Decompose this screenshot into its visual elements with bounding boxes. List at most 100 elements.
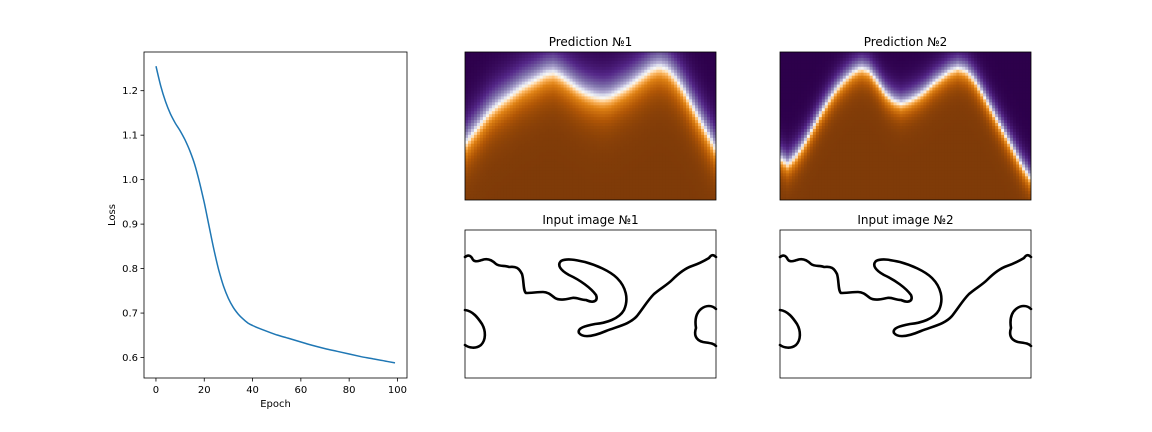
heatmap-cell	[788, 75, 793, 80]
heatmap-cell	[470, 143, 475, 148]
heatmap-cell	[701, 93, 705, 97]
heatmap-cell	[656, 81, 660, 86]
heatmap-cell	[782, 137, 787, 142]
heatmap-cell	[584, 60, 589, 65]
heatmap-cell	[512, 164, 517, 169]
heatmap-cell	[701, 146, 705, 151]
heatmap-cell	[626, 57, 630, 62]
heatmap-cell	[473, 137, 478, 142]
heatmap-cell	[503, 126, 508, 130]
heatmap-cell	[476, 182, 481, 186]
heatmap-cell	[653, 143, 657, 148]
heatmap-cell	[473, 185, 478, 189]
heatmap-cell	[491, 123, 496, 127]
heatmap-cell	[566, 131, 571, 136]
heatmap-cell	[614, 152, 618, 157]
heatmap-cell	[515, 108, 520, 112]
heatmap-cell	[785, 57, 790, 62]
heatmap-cell	[689, 52, 693, 56]
heatmap-cell	[620, 126, 624, 130]
heatmap-cell	[554, 111, 559, 115]
heatmap-cell	[686, 155, 690, 160]
heatmap-cell	[566, 140, 571, 145]
y-tick-label: 1.0	[122, 175, 138, 186]
heatmap-cell	[545, 191, 550, 195]
heatmap-cell	[509, 170, 514, 174]
heatmap-cell	[809, 131, 814, 136]
heatmap-cell	[533, 78, 538, 83]
heatmap-cell	[569, 128, 574, 133]
heatmap-cell	[470, 84, 475, 89]
heatmap-cell	[680, 188, 684, 192]
heatmap-cell	[680, 120, 684, 124]
heatmap-cell	[692, 75, 696, 80]
heatmap-cell	[563, 146, 568, 151]
heatmap-cell	[803, 93, 808, 97]
heatmap-cell	[572, 87, 577, 92]
heatmap-cell	[620, 75, 624, 80]
heatmap-cell	[506, 167, 511, 171]
heatmap-cell	[794, 170, 799, 174]
heatmap-cell	[641, 173, 645, 177]
heatmap-cell	[680, 99, 684, 103]
heatmap-cell	[470, 191, 475, 195]
heatmap-cell	[548, 128, 553, 133]
heatmap-cell	[509, 108, 514, 112]
heatmap-cell	[554, 182, 559, 186]
heatmap-cell	[578, 131, 583, 136]
heatmap-cell	[635, 173, 639, 177]
heatmap-cell	[707, 63, 711, 68]
heatmap-cell	[548, 90, 553, 95]
heatmap-cell	[689, 114, 693, 118]
heatmap-cell	[689, 167, 693, 171]
heatmap-cell	[698, 185, 702, 189]
heatmap-cell	[680, 191, 684, 195]
heatmap-cell	[473, 111, 478, 115]
heatmap-cell	[710, 63, 714, 68]
heatmap-cell	[623, 75, 627, 80]
heatmap-cell	[701, 108, 705, 112]
heatmap-cell	[671, 84, 675, 89]
heatmap-cell	[515, 146, 520, 151]
heatmap-cell	[575, 194, 580, 198]
heatmap-cell	[509, 75, 514, 80]
heatmap-cell	[551, 143, 556, 148]
heatmap-cell	[626, 149, 630, 154]
heatmap-cell	[572, 167, 577, 171]
heatmap-cell	[647, 128, 651, 133]
heatmap-cell	[800, 152, 805, 157]
heatmap-cell	[539, 152, 544, 157]
heatmap-cell	[653, 114, 657, 118]
heatmap-cell	[665, 173, 669, 177]
heatmap-cell	[698, 149, 702, 154]
heatmap-cell	[509, 52, 514, 56]
heatmap-cell	[686, 152, 690, 157]
heatmap-cell	[704, 194, 708, 198]
heatmap-cell	[680, 123, 684, 127]
heatmap-cell	[551, 155, 556, 160]
heatmap-cell	[785, 120, 790, 124]
heatmap-cell	[713, 143, 716, 148]
heatmap-cell	[788, 117, 793, 121]
heatmap-cell	[539, 87, 544, 92]
heatmap-cell	[809, 114, 814, 118]
heatmap-cell	[689, 120, 693, 124]
heatmap-cell	[809, 60, 814, 65]
heatmap-cell	[479, 164, 484, 169]
heatmap-cell	[575, 134, 580, 139]
heatmap-cell	[569, 146, 574, 151]
heatmap-cell	[539, 173, 544, 177]
heatmap-cell	[704, 96, 708, 100]
heatmap-cell	[515, 114, 520, 118]
heatmap-cell	[782, 170, 787, 174]
heatmap-cell	[665, 155, 669, 160]
heatmap-cell	[581, 179, 586, 183]
heatmap-cell	[671, 72, 675, 77]
heatmap-cell	[512, 173, 517, 177]
heatmap-cell	[683, 131, 687, 136]
heatmap-cell	[635, 197, 639, 200]
heatmap-cell	[713, 131, 716, 136]
heatmap-cell	[488, 146, 493, 151]
heatmap-cell	[596, 96, 601, 100]
heatmap-cell	[494, 155, 499, 160]
